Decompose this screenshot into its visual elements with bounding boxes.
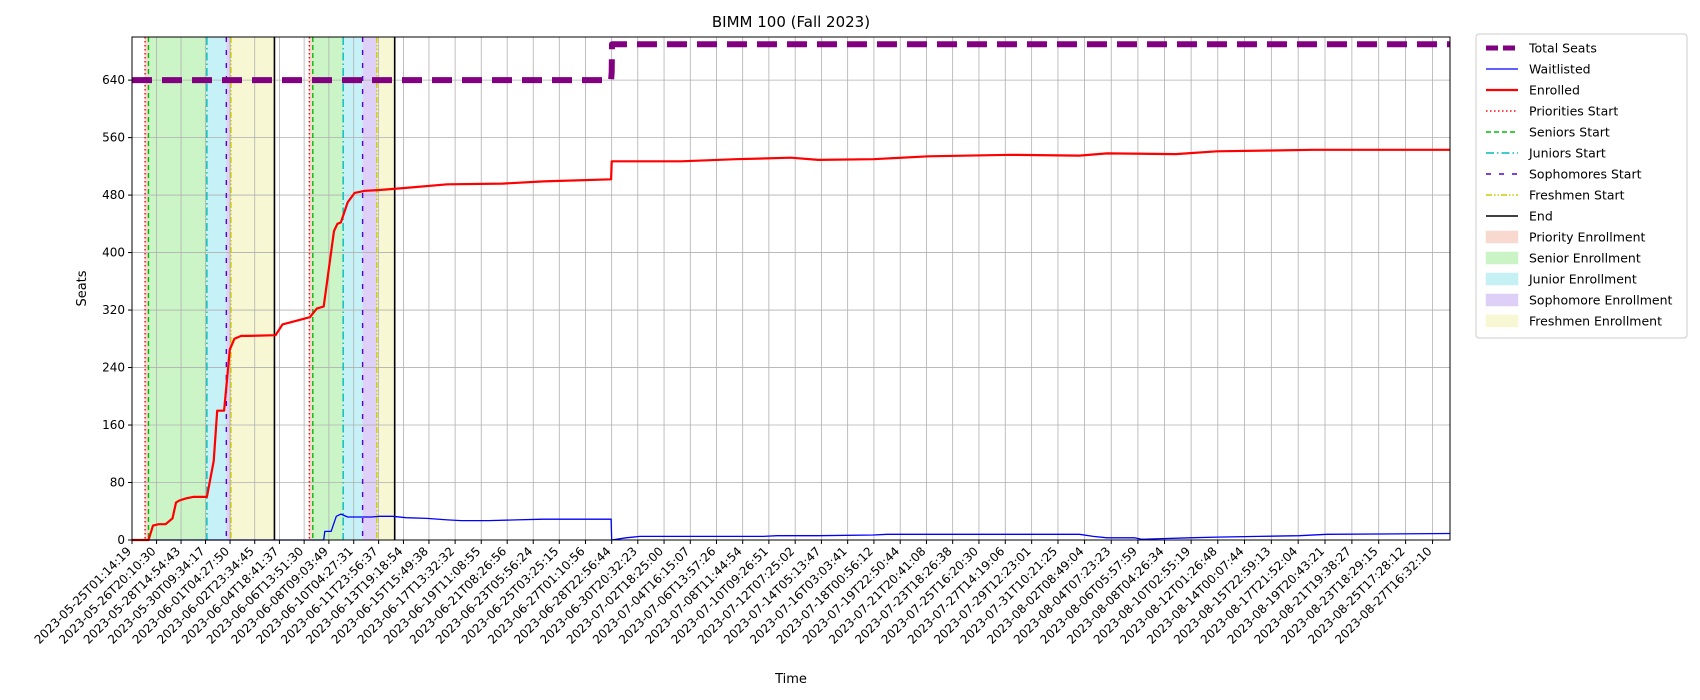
shaded-regions	[145, 37, 395, 540]
legend-label-juniors-start: Juniors Start	[1528, 146, 1606, 161]
y-tick-label: 240	[102, 361, 125, 375]
legend-label-junior-enrollment: Junior Enrollment	[1528, 272, 1637, 287]
legend-label-senior-enrollment: Senior Enrollment	[1529, 251, 1641, 266]
enrolled-series	[132, 148, 1450, 542]
y-tick-label: 80	[110, 476, 125, 490]
freshmen-enrollment-region-1	[230, 37, 275, 540]
legend-label-freshmen-start: Freshmen Start	[1529, 188, 1625, 203]
legend-swatch-junior-enrollment	[1485, 272, 1519, 286]
legend-swatch-priority-enrollment	[1485, 230, 1519, 244]
legend-swatch-senior-enrollment	[1485, 251, 1519, 265]
senior-enrollment-region-1	[148, 37, 207, 540]
y-tick-label: 400	[102, 246, 125, 260]
y-axis: 0 80 160 240 320 400 480 560 640	[102, 73, 132, 547]
senior-enrollment-region-2	[312, 37, 344, 540]
legend-label-priorities-start: Priorities Start	[1529, 104, 1618, 119]
y-tick-label: 560	[102, 131, 125, 145]
y-tick-label: 640	[102, 73, 125, 87]
y-tick-label: 160	[102, 418, 125, 432]
legend: Total Seats Waitlisted Enrolled Priorities …	[1475, 33, 1688, 339]
x-axis: 2023-05-25T01:14:192023-05-26T20:10:3020…	[32, 540, 1435, 647]
freshmen-enrollment-region-2	[376, 37, 395, 540]
legend-box	[1475, 33, 1688, 339]
legend-label-enrolled: Enrolled	[1529, 83, 1580, 98]
legend-swatch-sophomore-enrollment	[1485, 293, 1519, 307]
priority-enrollment-region-2	[309, 37, 313, 540]
legend-label-freshmen-enrollment: Freshmen Enrollment	[1529, 314, 1662, 329]
priority-enrollment-region-1	[145, 37, 149, 540]
legend-label-waitlisted: Waitlisted	[1529, 62, 1591, 77]
legend-label-priority-enrollment: Priority Enrollment	[1529, 230, 1646, 245]
sophomore-enrollment-region-1	[226, 37, 231, 540]
total-seats-series	[132, 41, 1450, 84]
phase-lines	[144, 37, 396, 540]
legend-swatch-freshmen-enrollment	[1485, 314, 1519, 328]
legend-label-end: End	[1529, 209, 1553, 224]
series	[132, 41, 1451, 542]
legend-label-seniors-start: Seniors Start	[1529, 125, 1610, 140]
x-axis-title: Time	[774, 672, 807, 687]
y-axis-title: Seats	[75, 270, 90, 306]
junior-enrollment-region-2	[343, 37, 363, 540]
legend-label-sophomore-enrollment: Sophomore Enrollment	[1529, 293, 1673, 308]
y-tick-label: 320	[102, 303, 125, 317]
y-tick-label: 480	[102, 188, 125, 202]
sophomore-enrollment-region-2	[362, 37, 377, 540]
y-tick-label: 0	[117, 533, 125, 547]
legend-label-total-seats: Total Seats	[1528, 41, 1597, 56]
chart-title: BIMM 100 (Fall 2023)	[712, 13, 870, 31]
plot-frame	[131, 36, 1451, 541]
junior-enrollment-region-1	[206, 37, 227, 540]
waitlisted-series	[132, 513, 1451, 541]
legend-label-sophomores-start: Sophomores Start	[1529, 167, 1642, 182]
